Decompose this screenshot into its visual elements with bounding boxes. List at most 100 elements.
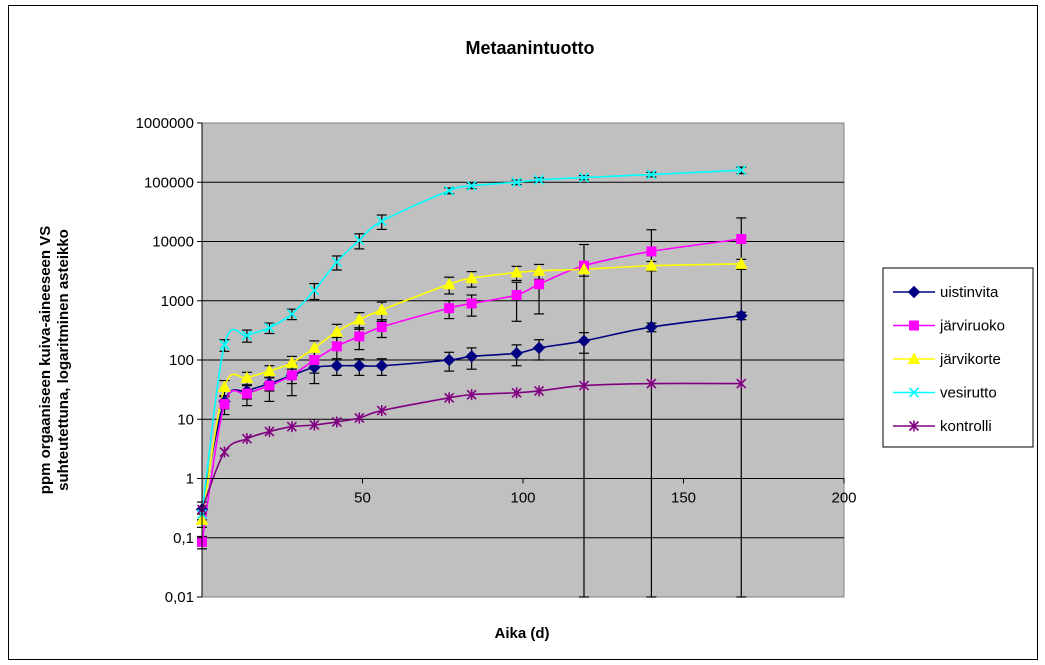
data-point-vesirutto: [646, 169, 657, 180]
data-point-kontrolli: [286, 421, 297, 433]
legend-label: kontrolli: [940, 418, 992, 435]
chart-title: Metaanintuotto: [466, 38, 595, 58]
data-point-kontrolli: [736, 378, 747, 390]
marker-stroke: [511, 177, 522, 188]
data-point-järvikorte: [734, 257, 748, 269]
data-point-vesirutto: [354, 235, 365, 246]
x-axis-title: Aika (d): [494, 625, 549, 642]
data-point-järvikorte: [442, 277, 456, 290]
legend-marker: [908, 387, 920, 398]
data-point-järviruoko: [309, 355, 320, 365]
data-point-järviruoko: [376, 322, 387, 333]
data-point-järvikorte: [577, 262, 591, 275]
data-point-uistinvita: [577, 334, 591, 348]
data-point-uistinvita: [465, 350, 478, 363]
data-point-järvikorte: [285, 356, 299, 368]
series-line-uistinvita: [201, 314, 742, 510]
data-point-järviruoko: [264, 380, 275, 391]
data-point-vesirutto: [578, 172, 590, 183]
marker-stroke: [376, 216, 387, 227]
marker-stroke: [578, 172, 590, 183]
data-point-uistinvita: [353, 359, 366, 372]
data-point-vesirutto: [286, 308, 297, 319]
data-point-vesirutto: [219, 339, 230, 350]
data-point-järvikorte: [465, 271, 478, 284]
data-point-järvikorte: [263, 364, 276, 377]
data-point-vesirutto: [376, 216, 387, 227]
data-point-järviruoko: [466, 298, 477, 309]
data-point-järviruoko: [736, 234, 747, 245]
data-point-järviruoko: [511, 290, 522, 301]
data-point-vesirutto: [511, 177, 522, 188]
data-point-järvikorte: [308, 341, 321, 353]
data-point-järviruoko: [286, 370, 297, 381]
data-point-vesirutto: [736, 165, 747, 176]
data-point-vesirutto: [533, 174, 545, 185]
marker-stroke: [646, 169, 657, 180]
marker-stroke: [466, 180, 477, 191]
data-point-uistinvita: [735, 309, 748, 322]
y-axis-title-line-2: suhteutettuna, logaritminen asteikko: [55, 229, 72, 491]
data-point-kontrolli: [309, 419, 320, 431]
data-point-järviruoko: [444, 303, 455, 314]
marker-stroke: [908, 387, 920, 398]
data-point-järvikorte: [532, 264, 546, 276]
x-tick-label: 150: [671, 490, 696, 507]
marker-stroke: [241, 330, 253, 341]
data-point-uistinvita: [645, 320, 658, 334]
marker-stroke: [286, 308, 297, 319]
data-point-järvikorte: [510, 265, 523, 278]
data-point-järviruoko: [241, 388, 252, 399]
data-point-vesirutto: [309, 285, 320, 296]
marker-stroke: [219, 339, 230, 350]
data-point-uistinvita: [532, 341, 546, 355]
y-tick-label: 1000000: [136, 115, 194, 132]
x-tick-label: 50: [354, 490, 371, 507]
data-point-kontrolli: [511, 387, 522, 399]
data-point-kontrolli: [241, 433, 253, 445]
y-axis-ticks: 0,01 0,1 1 10 100 1000 10000 100000 1000000: [136, 115, 203, 606]
data-point-järviruoko: [534, 279, 545, 290]
data-point-järvikorte: [330, 325, 344, 337]
data-point-uistinvita: [375, 359, 388, 372]
series-line-kontrolli: [201, 382, 742, 510]
y-tick-label: 1: [186, 471, 194, 488]
data-point-järviruoko: [646, 246, 657, 257]
marker-stroke: [331, 256, 342, 268]
y-tick-label: 0,1: [173, 530, 194, 547]
y-axis-title-line-1: ppm orgaaniseen kuiva-aineeseen VS: [37, 226, 54, 494]
y-tick-label: 10000: [152, 234, 194, 251]
data-point-kontrolli: [354, 412, 365, 424]
x-axis-ticks: 50 100 150 200: [202, 478, 857, 507]
y-tick-label: 100: [169, 352, 194, 369]
data-point-vesirutto: [241, 330, 253, 341]
data-point-järviruoko: [331, 341, 342, 352]
x-tick-label: 100: [510, 490, 535, 507]
legend-marker: [909, 320, 919, 331]
x-tick-label: 200: [831, 490, 856, 507]
marker-stroke: [309, 285, 320, 296]
marker-stroke: [533, 174, 545, 185]
legend-marker: [907, 352, 921, 364]
y-tick-label: 10: [177, 411, 194, 428]
data-point-kontrolli: [466, 389, 477, 401]
legend-label: vesirutto: [940, 385, 997, 402]
data-point-järvikorte: [645, 259, 658, 271]
legend-label: järvikorte: [939, 351, 1001, 368]
data-point-uistinvita: [510, 347, 523, 360]
data-point-kontrolli: [578, 380, 590, 392]
data-point-järvikorte: [218, 380, 231, 393]
data-point-järvikorte: [352, 313, 366, 325]
marker-stroke: [264, 322, 275, 333]
data-point-vesirutto: [331, 256, 342, 268]
data-point-kontrolli: [646, 378, 657, 390]
data-point-vesirutto: [264, 322, 275, 333]
data-point-kontrolli: [533, 385, 545, 397]
legend-marker: [908, 420, 920, 432]
data-point-kontrolli: [264, 426, 275, 438]
marker-stroke: [354, 235, 365, 246]
data-point-kontrolli: [376, 405, 387, 417]
series-line-järvikorte: [201, 263, 742, 521]
data-point-kontrolli: [444, 392, 455, 404]
